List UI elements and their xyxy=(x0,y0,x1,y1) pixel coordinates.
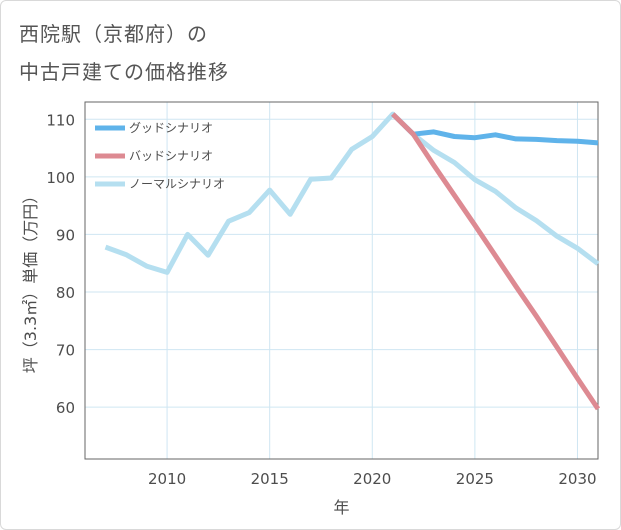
axis-ticks: 2010 2015 2020 2025 2030 60 70 80 90 100 110 xyxy=(46,111,596,488)
y-axis-label: 坪（3.3㎡）単価（万円） xyxy=(21,188,40,373)
x-tick-label: 2025 xyxy=(456,470,494,488)
series-lines xyxy=(104,111,601,411)
series-line-0 xyxy=(391,112,599,146)
legend-label-2: ノーマルシナリオ xyxy=(129,177,225,191)
grid-lines xyxy=(85,102,598,459)
chart-title: 西院駅（京都府）の 中古戸建ての価格推移 xyxy=(19,15,229,91)
chart-title-line-1: 西院駅（京都府）の xyxy=(19,22,208,46)
y-tick-label: 90 xyxy=(56,226,75,244)
x-tick-label: 2030 xyxy=(558,470,596,488)
series-line-1 xyxy=(391,112,601,411)
legend-label-1: バッドシナリオ xyxy=(129,149,213,163)
series-line-2 xyxy=(104,111,600,275)
y-tick-label: 80 xyxy=(56,284,75,302)
y-tick-label: 60 xyxy=(56,399,75,417)
y-tick-label: 100 xyxy=(46,169,75,187)
x-tick-label: 2020 xyxy=(353,470,391,488)
plot-area-border xyxy=(84,101,599,460)
legend-label-0: グッドシナリオ xyxy=(129,121,213,135)
y-tick-label: 70 xyxy=(56,342,75,360)
x-tick-label: 2015 xyxy=(251,470,289,488)
x-tick-label: 2010 xyxy=(148,470,186,488)
y-tick-label: 110 xyxy=(46,111,75,129)
chart-title-line-2: 中古戸建ての価格推移 xyxy=(19,60,229,84)
x-axis-label: 年 xyxy=(333,498,349,517)
